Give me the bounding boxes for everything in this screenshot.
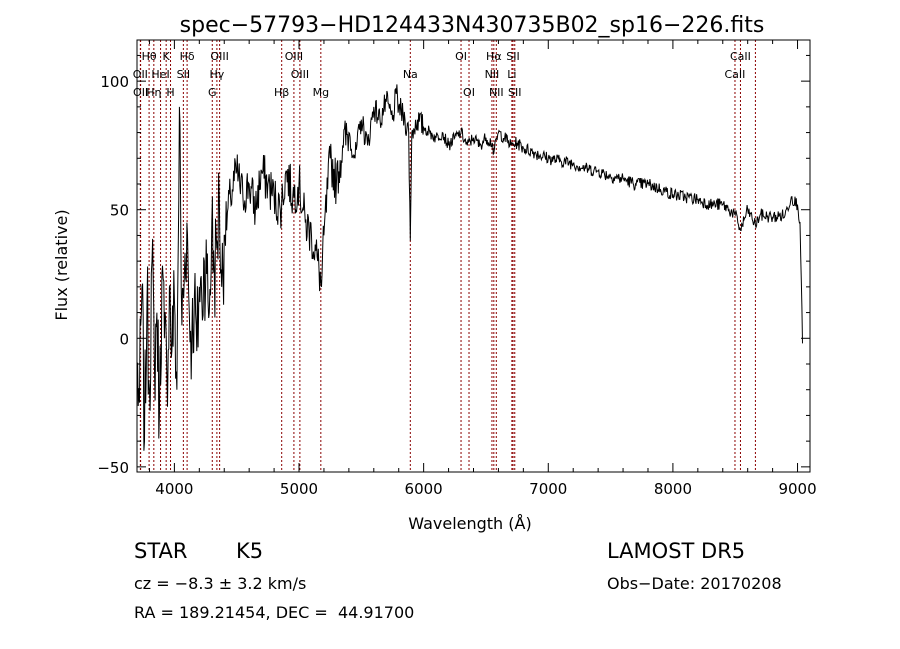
line-label: NII: [485, 68, 500, 81]
radial-velocity: cz = −8.3 ± 3.2 km/s: [134, 574, 307, 593]
line-label: OII: [133, 68, 148, 81]
line-label: Li: [507, 68, 516, 81]
line-label: Hγ: [209, 68, 224, 81]
object-subclass: K5: [236, 539, 264, 563]
line-label: H: [166, 86, 174, 99]
y-tick-label: 100: [100, 73, 129, 91]
x-tick-label: 7000: [529, 480, 567, 498]
object-class: STAR: [134, 539, 188, 563]
line-label: Hθ: [142, 50, 157, 63]
line-label: OI: [463, 86, 475, 99]
line-label: OII: [133, 86, 148, 99]
line-label: Hβ: [274, 86, 289, 99]
y-tick-label: −50: [97, 459, 129, 477]
line-label: SII: [506, 50, 519, 63]
spectrum-line: [136, 84, 803, 451]
line-label-layer: Hθ K Hδ OIII OIII OI Hα SII CaII OII HeI SII Hγ OIII N…: [133, 0, 766, 99]
line-label: CaII: [745, 0, 766, 3]
line-label: HeI: [151, 68, 169, 81]
line-label: SII: [177, 68, 190, 81]
y-tick-label: 0: [119, 330, 129, 348]
line-label: Mg: [313, 86, 329, 99]
line-label: Na: [403, 68, 418, 81]
plot-frame: [136, 39, 811, 473]
survey-name: LAMOST DR5: [607, 539, 746, 563]
line-label: OIII: [291, 68, 309, 81]
line-label: OIII: [285, 50, 303, 63]
axis-ticks: 4000 5000 6000 7000 8000 9000 −50 0 50 100: [97, 40, 817, 498]
y-axis-label: Flux (relative): [52, 209, 71, 320]
line-label: Hη: [146, 86, 161, 99]
line-label: OIII: [210, 50, 228, 63]
line-label: Hα: [486, 50, 502, 63]
line-label: NII: [489, 86, 504, 99]
line-label: Hδ: [180, 50, 195, 63]
x-tick-label: 5000: [280, 480, 318, 498]
line-marker-layer: [139, 40, 756, 472]
line-label: CaII: [725, 68, 746, 81]
x-tick-label: 8000: [654, 480, 692, 498]
x-tick-label: 9000: [778, 480, 816, 498]
y-tick-label: 50: [110, 202, 129, 220]
chart-title: spec−57793−HD124433N430735B02_sp16−226.f…: [180, 13, 765, 38]
x-tick-label: 6000: [405, 480, 443, 498]
line-label: OI: [455, 50, 467, 63]
line-label: K: [163, 50, 171, 63]
sky-coordinates: RA = 189.21454, DEC = 44.91700: [134, 603, 415, 622]
x-tick-label: 4000: [155, 480, 193, 498]
observation-date: Obs−Date: 20170208: [607, 574, 782, 593]
line-label: CaII: [730, 50, 751, 63]
line-label: SII: [508, 86, 521, 99]
line-label: G: [208, 86, 217, 99]
x-axis-label: Wavelength (Å): [408, 514, 531, 533]
